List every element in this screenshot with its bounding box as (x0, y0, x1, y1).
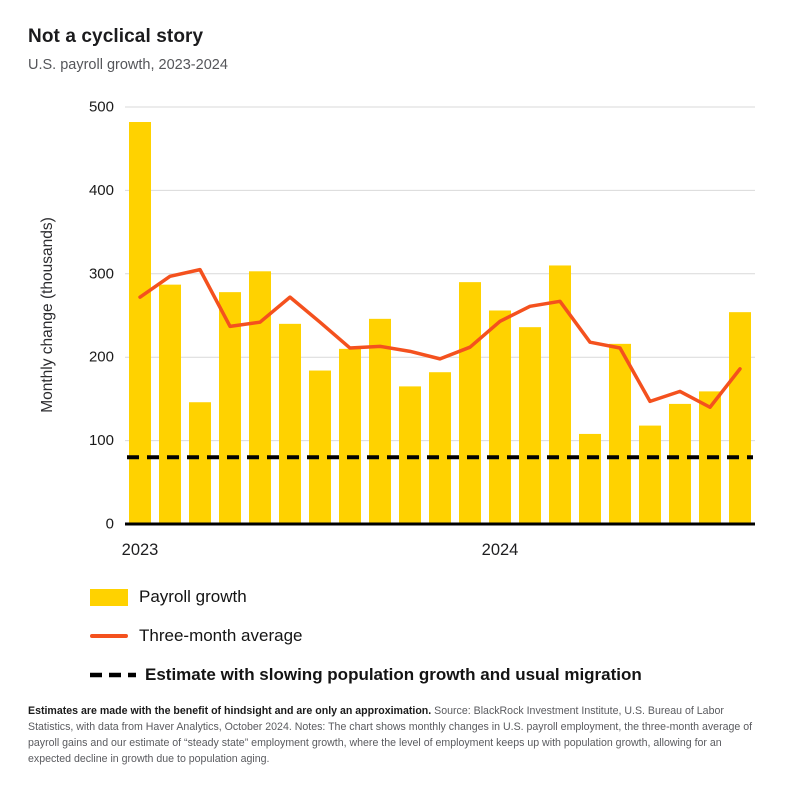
payroll-growth-bar-mar-2023 (189, 402, 211, 524)
legend-item-estimate: Estimate with slowing population growth … (90, 665, 758, 685)
payroll-growth-chart: Monthly change (thousands) 0 100 200 300 400… (39, 99, 755, 559)
chart-area: Monthly change (thousands) 0 100 200 300 400… (28, 89, 758, 569)
footnote-source-notes: Source: BlackRock Investment Institute, … (28, 705, 753, 765)
payroll-growth-bar-jun-2023 (279, 323, 301, 524)
payroll-growth-bar-jul-2024 (669, 403, 691, 524)
y-tick-label-0: 0 (106, 516, 114, 533)
footnote-bold-lead: Estimates are made with the benefit of h… (28, 705, 432, 717)
y-axis-title: Monthly change (thousands) (39, 217, 56, 413)
payroll-growth-bar-mar-2024 (549, 265, 571, 524)
x-tick-label-2024: 2024 (482, 541, 519, 559)
y-tick-label-100: 100 (89, 432, 114, 449)
x-tick-label-2023: 2023 (122, 541, 159, 559)
chart-subtitle: U.S. payroll growth, 2023-2024 (28, 57, 228, 73)
payroll-growth-bar-oct-2023 (399, 386, 421, 524)
payroll-growth-bar-jan-2024 (489, 310, 511, 524)
payroll-growth-bar-jan-2023 (129, 122, 151, 525)
payroll-growth-bar-nov-2023 (429, 372, 451, 524)
payroll-growth-bar-feb-2024 (519, 327, 541, 524)
y-tick-label-200: 200 (89, 349, 114, 366)
payroll-growth-bar-apr-2024 (579, 433, 601, 524)
chart-title: Not a cyclical story (28, 26, 204, 47)
payroll-growth-bar-may-2023 (249, 271, 271, 524)
payroll-growth-swatch (90, 588, 128, 606)
payroll-growth-bar-jul-2023 (309, 370, 331, 524)
three-month-average-line (138, 267, 742, 409)
three-month-average-swatch (90, 634, 128, 638)
y-tick-label-300: 300 (89, 265, 114, 282)
legend-label-estimate: Estimate with slowing population growth … (145, 665, 642, 684)
payroll-growth-bar-sep-2023 (369, 318, 391, 524)
payroll-growth-bar-jun-2024 (639, 425, 661, 524)
payroll-growth-bar-sep-2024 (729, 312, 751, 524)
payroll-growth-bar-dec-2023 (459, 282, 481, 524)
estimate-dashed-swatch (90, 672, 136, 678)
footnote: Estimates are made with the benefit of h… (28, 704, 760, 768)
legend-label-payroll-growth: Payroll growth (139, 587, 247, 606)
legend-item-payroll-growth: Payroll growth (90, 587, 758, 607)
payroll-growth-bar-aug-2023 (339, 348, 361, 524)
y-tick-label-500: 500 (89, 99, 114, 116)
payroll-growth-bar-may-2024 (609, 343, 631, 524)
payroll-growth-bar-feb-2023 (159, 284, 181, 524)
legend-item-three-month-average: Three-month average (90, 626, 758, 646)
legend-label-three-month-average: Three-month average (139, 626, 303, 645)
y-tick-label-400: 400 (89, 182, 114, 199)
payroll-growth-bar-apr-2023 (219, 292, 241, 524)
legend: Payroll growth Three-month average Estim… (90, 587, 758, 685)
